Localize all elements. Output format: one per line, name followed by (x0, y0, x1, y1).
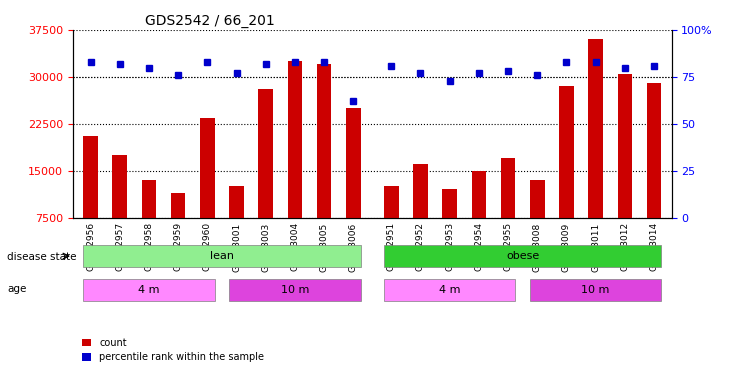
FancyBboxPatch shape (83, 279, 215, 301)
Text: 4 m: 4 m (439, 285, 461, 295)
Bar (559, 86, 574, 218)
Bar (171, 192, 185, 217)
FancyBboxPatch shape (530, 279, 661, 301)
Bar (530, 180, 545, 218)
FancyBboxPatch shape (229, 279, 361, 301)
Text: GDS2542 / 66_201: GDS2542 / 66_201 (145, 13, 274, 28)
Bar (142, 180, 156, 218)
Bar (647, 83, 661, 218)
Text: obese: obese (506, 251, 539, 261)
Bar (258, 89, 273, 218)
FancyBboxPatch shape (83, 245, 361, 267)
Bar (472, 171, 486, 217)
Bar (229, 186, 244, 218)
Bar (288, 61, 302, 217)
Bar (112, 155, 127, 218)
Legend: count, percentile rank within the sample: count, percentile rank within the sample (78, 334, 268, 366)
Bar (588, 39, 603, 218)
FancyBboxPatch shape (384, 279, 515, 301)
Bar (384, 186, 399, 218)
Bar (618, 74, 632, 217)
Text: 10 m: 10 m (582, 285, 610, 295)
Text: age: age (7, 285, 27, 294)
Bar (200, 117, 215, 218)
Text: 4 m: 4 m (138, 285, 160, 295)
Text: 10 m: 10 m (281, 285, 309, 295)
Text: disease state: disease state (7, 252, 77, 262)
Bar (442, 189, 457, 217)
Bar (501, 158, 515, 218)
Bar (413, 164, 428, 218)
Bar (317, 64, 331, 218)
Text: lean: lean (210, 251, 234, 261)
Bar (346, 108, 361, 218)
Bar (83, 136, 98, 218)
FancyBboxPatch shape (384, 245, 661, 267)
